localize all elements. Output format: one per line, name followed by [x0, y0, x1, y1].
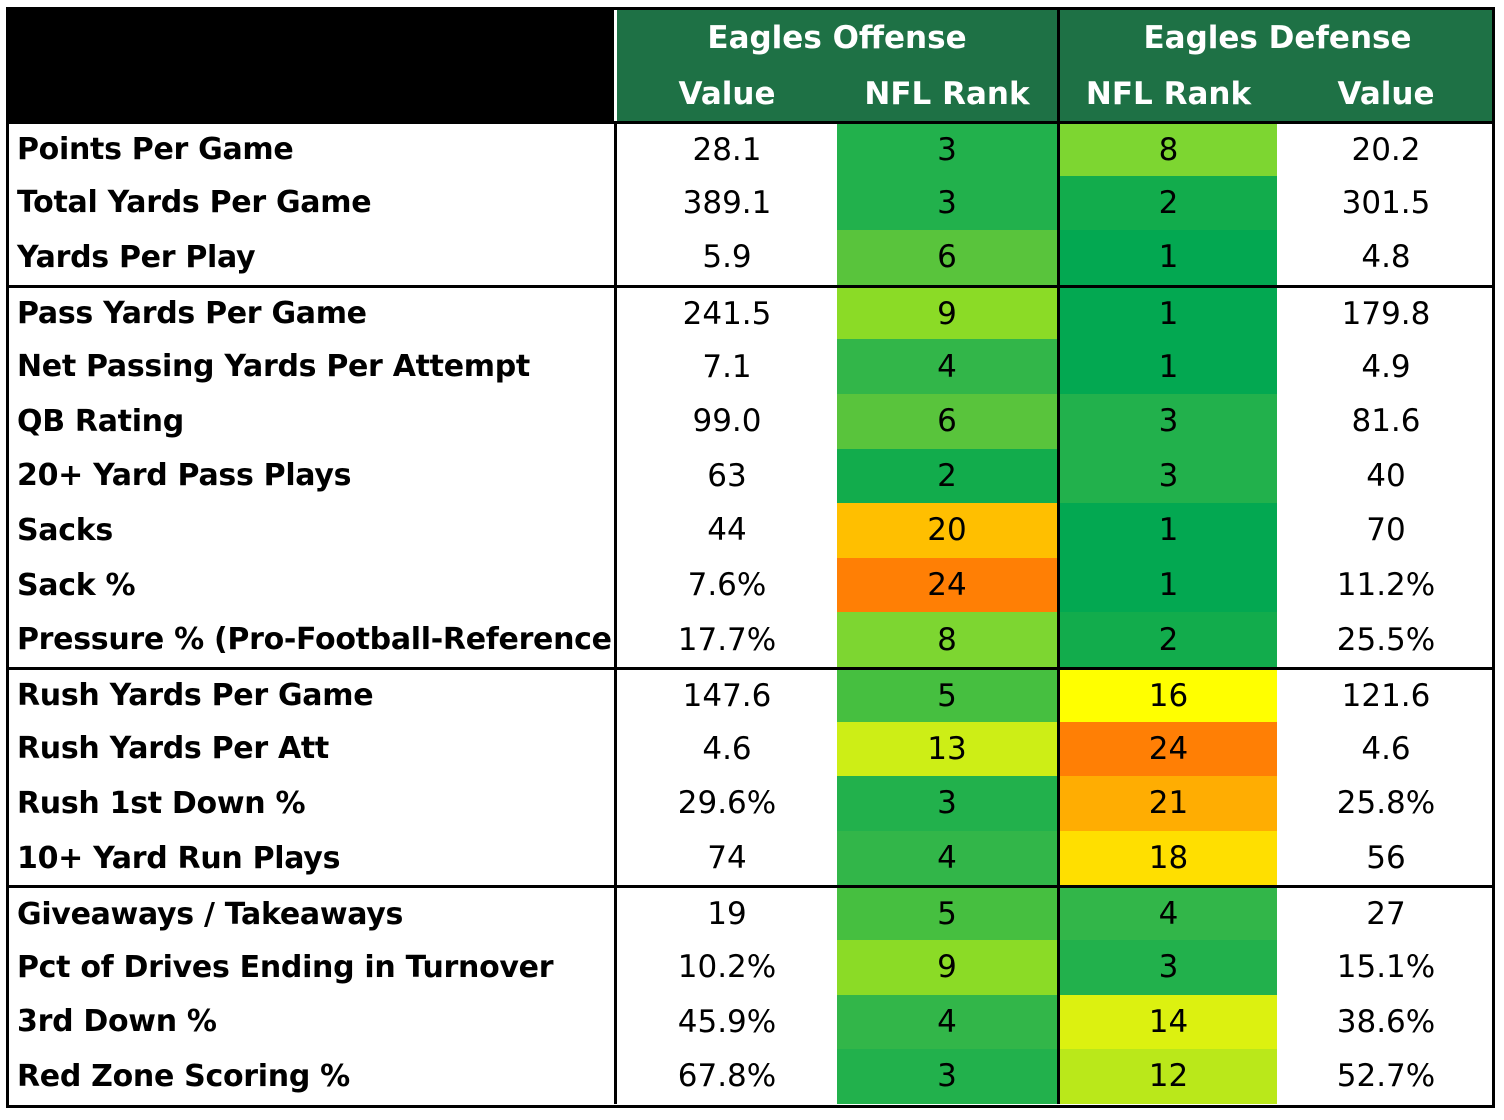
defense-rank: 16: [1057, 666, 1277, 722]
offense-value: 44: [707, 512, 747, 549]
offense-value: 99.0: [692, 403, 762, 440]
offense-rank: 3: [837, 1049, 1057, 1104]
defense-value: 4.9: [1361, 348, 1411, 385]
stats-table: Eagles Offense Eagles Defense Value NFL …: [6, 7, 1495, 1108]
offense-value: 389.1: [682, 184, 772, 221]
stat-label: Total Yards Per Game: [9, 175, 617, 231]
stat-label: Sack %: [9, 557, 617, 613]
defense-rank: 3: [1057, 448, 1277, 504]
offense-value: 45.9%: [677, 1003, 777, 1040]
stat-label: Red Zone Scoring %: [9, 1049, 617, 1104]
offense-rank: 3: [837, 121, 1057, 176]
offense-rank: 9: [837, 284, 1057, 340]
defense-rank: 1: [1057, 557, 1277, 613]
offense-value-header: Value: [617, 66, 837, 121]
defense-value: 38.6%: [1336, 1003, 1436, 1040]
offense-rank: 6: [837, 230, 1057, 285]
defense-value: 179.8: [1277, 284, 1492, 340]
defense-value: 40: [1366, 457, 1406, 494]
defense-rank: 8: [1057, 121, 1277, 176]
offense-value: 17.7%: [677, 621, 777, 658]
offense-value: 19: [617, 885, 837, 940]
offense-value: 7.1: [702, 348, 752, 385]
defense-value: 27: [1277, 885, 1492, 940]
stat-label: 3rd Down %: [9, 994, 617, 1050]
offense-rank: 2: [837, 448, 1057, 504]
defense-value: 11.2%: [1336, 567, 1436, 604]
stat-label: Sacks: [9, 503, 617, 558]
stat-label: Pct of Drives Ending in Turnover: [9, 939, 617, 995]
stat-label: Giveaways / Takeaways: [9, 885, 617, 940]
offense-value: 10.2%: [677, 949, 777, 986]
defense-value: 25.8%: [1336, 785, 1436, 822]
offense-value: 74: [707, 840, 747, 877]
defense-rank: 18: [1057, 830, 1277, 886]
defense-value: 25.5%: [1336, 621, 1436, 658]
offense-value: 28.1: [617, 121, 837, 176]
stat-label: QB Rating: [9, 393, 617, 449]
defense-rank: 2: [1057, 175, 1277, 231]
defense-value: 20.2: [1277, 121, 1492, 176]
defense-value: 4.6: [1361, 730, 1411, 767]
offense-rank: 5: [837, 666, 1057, 722]
defense-rank: 3: [1057, 939, 1277, 995]
offense-rank: 4: [837, 994, 1057, 1050]
offense-value: 241.5: [617, 284, 837, 340]
offense-value: 4.6: [702, 730, 752, 767]
stat-label: Net Passing Yards Per Attempt: [9, 339, 617, 394]
offense-value: 5.9: [702, 239, 752, 276]
defense-rank: 1: [1057, 339, 1277, 394]
defense-value: 70: [1366, 512, 1406, 549]
offense-title: Eagles Offense: [617, 10, 1057, 66]
offense-value: 63: [707, 457, 747, 494]
offense-rank: 13: [837, 721, 1057, 777]
offense-value: 29.6%: [677, 785, 777, 822]
defense-rank-header: NFL Rank: [1057, 66, 1277, 121]
stat-label: Points Per Game: [9, 121, 617, 176]
defense-rank: 4: [1057, 885, 1277, 940]
defense-rank: 1: [1057, 284, 1277, 340]
defense-value: 4.8: [1361, 239, 1411, 276]
offense-rank-header: NFL Rank: [837, 66, 1057, 121]
defense-rank: 21: [1057, 776, 1277, 831]
stat-label: Yards Per Play: [9, 230, 617, 285]
stat-label: Pressure % (Pro-Football-Reference): [9, 612, 617, 667]
offense-rank: 5: [837, 885, 1057, 940]
offense-rank: 4: [837, 830, 1057, 886]
stat-label: Rush Yards Per Game: [9, 666, 617, 722]
defense-rank: 1: [1057, 230, 1277, 285]
offense-rank: 20: [837, 503, 1057, 558]
defense-rank: 12: [1057, 1049, 1277, 1104]
defense-rank: 1: [1057, 503, 1277, 558]
stat-label: 20+ Yard Pass Plays: [9, 448, 617, 504]
defense-rank: 2: [1057, 612, 1277, 667]
stat-label: 10+ Yard Run Plays: [9, 830, 617, 886]
offense-value: 7.6%: [687, 567, 767, 604]
defense-rank: 3: [1057, 393, 1277, 449]
defense-value: 121.6: [1277, 666, 1492, 722]
offense-rank: 4: [837, 339, 1057, 394]
offense-rank: 24: [837, 557, 1057, 613]
defense-value: 56: [1366, 840, 1406, 877]
header-corner: [9, 10, 617, 121]
stat-label: Rush Yards Per Att: [9, 721, 617, 777]
defense-title: Eagles Defense: [1057, 10, 1492, 66]
offense-rank: 3: [837, 776, 1057, 831]
stat-label: Rush 1st Down %: [9, 776, 617, 831]
stat-label: Pass Yards Per Game: [9, 284, 617, 340]
defense-rank: 14: [1057, 994, 1277, 1050]
defense-value: 301.5: [1341, 184, 1431, 221]
defense-value: 81.6: [1351, 403, 1421, 440]
offense-value: 67.8%: [677, 1058, 777, 1095]
defense-value-header: Value: [1277, 66, 1492, 121]
offense-rank: 9: [837, 939, 1057, 995]
offense-rank: 3: [837, 175, 1057, 231]
defense-value: 15.1%: [1336, 949, 1436, 986]
offense-value: 147.6: [617, 666, 837, 722]
offense-rank: 8: [837, 612, 1057, 667]
offense-rank: 6: [837, 393, 1057, 449]
defense-value: 52.7%: [1336, 1058, 1436, 1095]
defense-rank: 24: [1057, 721, 1277, 777]
